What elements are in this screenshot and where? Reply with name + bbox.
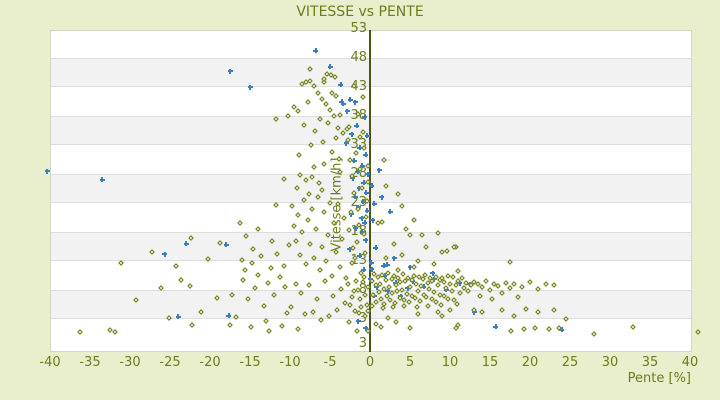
data-point-serie-bleue: [357, 145, 363, 151]
x-tick-label: 35: [641, 355, 659, 370]
data-point-serie-bleue: [344, 108, 350, 114]
data-point-serie-bleue: [387, 209, 393, 215]
data-point-serie-bleue: [359, 163, 365, 169]
y-tick-label: 3: [358, 311, 367, 326]
data-point-serie-bleue: [559, 327, 564, 333]
data-point-serie-bleue: [457, 280, 463, 286]
x-tick-label: -15: [239, 355, 261, 370]
y-tick-label: 8: [358, 282, 367, 297]
data-point-serie-bleue: [385, 288, 391, 294]
x-tick-label: 40: [681, 355, 699, 370]
plot-area: [50, 30, 692, 352]
data-point-serie-bleue: [361, 180, 367, 186]
data-point-serie-bleue: [223, 242, 229, 248]
data-point-serie-bleue: [227, 68, 233, 74]
data-point-serie-bleue: [381, 263, 387, 269]
data-point-serie-bleue: [369, 266, 375, 272]
data-point-serie-bleue: [364, 133, 370, 139]
data-point-serie-bleue: [370, 217, 376, 223]
chart-title: VITESSE vs PENTE: [296, 4, 424, 20]
data-point-serie-bleue: [362, 220, 368, 226]
x-tick-label: 15: [481, 355, 499, 370]
data-point-serie-bleue: [353, 225, 359, 231]
x-axis-title: Pente [%]: [627, 371, 691, 386]
data-point-serie-bleue: [391, 255, 397, 261]
data-point-serie-bleue: [44, 168, 50, 174]
data-point-serie-bleue: [371, 201, 377, 207]
data-point-serie-bleue: [368, 260, 374, 266]
data-point-serie-bleue: [355, 318, 361, 324]
data-point-serie-bleue: [379, 194, 384, 200]
data-point-serie-bleue: [430, 270, 436, 276]
data-point-serie-bleue: [313, 48, 318, 54]
x-tick-label: -35: [79, 355, 101, 370]
y-tick-label: 43: [350, 79, 367, 94]
data-point-serie-bleue: [347, 246, 352, 252]
data-point-serie-bleue: [162, 251, 168, 257]
data-point-serie-bleue: [327, 64, 333, 70]
grid-band: [51, 58, 691, 87]
data-point-serie-bleue: [421, 284, 427, 290]
x-tick-label: 10: [441, 355, 459, 370]
data-point-serie-bleue: [355, 169, 360, 175]
data-point-serie-bleue: [361, 267, 367, 273]
data-point-serie-bleue: [363, 152, 368, 158]
x-tick-label: -20: [199, 355, 221, 370]
x-tick-label: -40: [39, 355, 61, 370]
data-point-serie-bleue: [349, 131, 355, 137]
data-point-serie-bleue: [99, 177, 105, 183]
zero-axis-line: [369, 30, 371, 352]
data-point-serie-bleue: [175, 314, 181, 320]
data-point-serie-bleue: [354, 123, 360, 129]
data-point-serie-bleue: [384, 262, 390, 268]
data-point-serie-bleue: [369, 183, 375, 189]
x-tick-label: 5: [405, 355, 415, 370]
x-tick-label: -5: [323, 355, 337, 370]
grid-band: [51, 174, 691, 203]
data-point-serie-bleue: [357, 253, 363, 259]
data-point-serie-bleue: [363, 190, 369, 196]
data-point-serie-bleue: [382, 273, 388, 279]
data-point-serie-bleue: [365, 171, 371, 177]
x-tick-label: -25: [159, 355, 181, 370]
grid-band: [51, 116, 691, 145]
data-point-serie-bleue: [351, 158, 357, 164]
data-point-serie-bleue: [352, 194, 358, 200]
x-tick-label: -10: [279, 355, 301, 370]
y-tick-label: 48: [350, 50, 367, 65]
x-tick-label: 0: [365, 355, 375, 370]
x-tick-label: 20: [521, 355, 539, 370]
data-point-serie-bleue: [356, 185, 362, 191]
data-point-serie-bleue: [374, 284, 380, 290]
data-point-serie-bleue: [183, 241, 189, 247]
y-axis-edge-label: 3: [358, 336, 367, 351]
data-point-serie-bleue: [407, 264, 413, 270]
data-point-serie-bleue: [373, 245, 379, 251]
data-point-serie-bleue: [363, 325, 368, 331]
data-point-serie-olive: [695, 328, 701, 335]
data-point-serie-bleue: [362, 114, 368, 120]
data-point-serie-bleue: [359, 215, 364, 221]
data-point-serie-bleue: [364, 208, 370, 214]
data-point-serie-bleue: [376, 167, 382, 173]
data-point-serie-bleue: [343, 140, 349, 146]
data-point-serie-bleue: [247, 84, 253, 90]
data-point-serie-bleue: [493, 324, 499, 330]
data-point-serie-bleue: [226, 313, 232, 319]
data-point-serie-bleue: [338, 82, 344, 88]
x-tick-label: 25: [561, 355, 579, 370]
y-tick-label: 53: [350, 21, 367, 36]
data-point-serie-bleue: [352, 99, 358, 105]
data-point-serie-bleue: [363, 237, 368, 243]
data-point-serie-bleue: [340, 101, 346, 107]
x-tick-label: -30: [119, 355, 141, 370]
x-tick-label: 30: [601, 355, 619, 370]
data-point-serie-bleue: [360, 199, 366, 205]
data-point-serie-bleue: [347, 97, 353, 103]
grid-band: [51, 232, 691, 261]
